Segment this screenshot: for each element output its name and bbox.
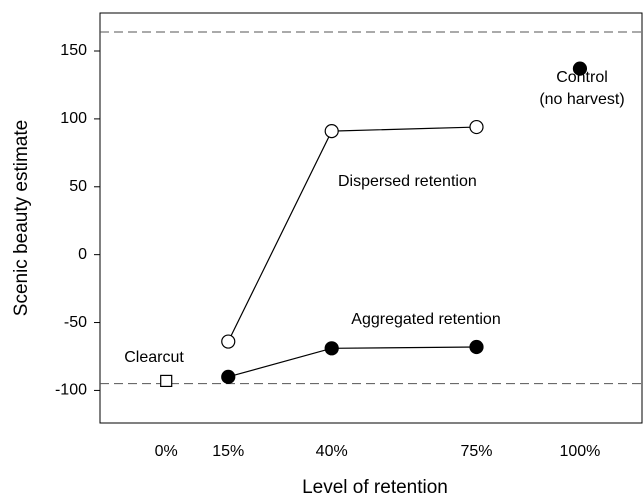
series-label: Aggregated retention	[351, 311, 500, 328]
marker	[469, 339, 484, 355]
series-label: Dispersed retention	[338, 173, 477, 190]
marker	[221, 334, 236, 349]
x-tick-label: 15%	[212, 443, 244, 460]
series-line	[228, 346, 477, 378]
x-tick-label: 75%	[460, 443, 492, 460]
marker	[324, 341, 339, 356]
x-axis-title: Level of retention	[302, 477, 448, 498]
y-tick-label: 0	[78, 246, 87, 263]
marker	[324, 124, 339, 139]
plot-frame	[99, 12, 643, 424]
y-tick-label: 150	[60, 42, 87, 59]
y-tick-label: 100	[60, 110, 87, 127]
y-axis-title: Scenic beauty estimate	[11, 120, 32, 316]
marker	[572, 61, 588, 76]
series-label: Clearcut	[124, 349, 184, 366]
series-label: Control	[556, 69, 608, 86]
x-tick-label: 40%	[316, 443, 348, 460]
y-tick-label: -50	[64, 314, 87, 331]
y-tick-label: -100	[55, 382, 87, 399]
annotation: (no harvest)	[539, 91, 624, 108]
marker	[469, 119, 484, 135]
y-tick-label: 50	[69, 178, 87, 195]
x-tick-label: 100%	[559, 443, 600, 460]
x-tick-label: 0%	[155, 443, 178, 460]
marker	[221, 369, 236, 384]
series-line	[227, 126, 477, 342]
marker	[160, 374, 173, 388]
